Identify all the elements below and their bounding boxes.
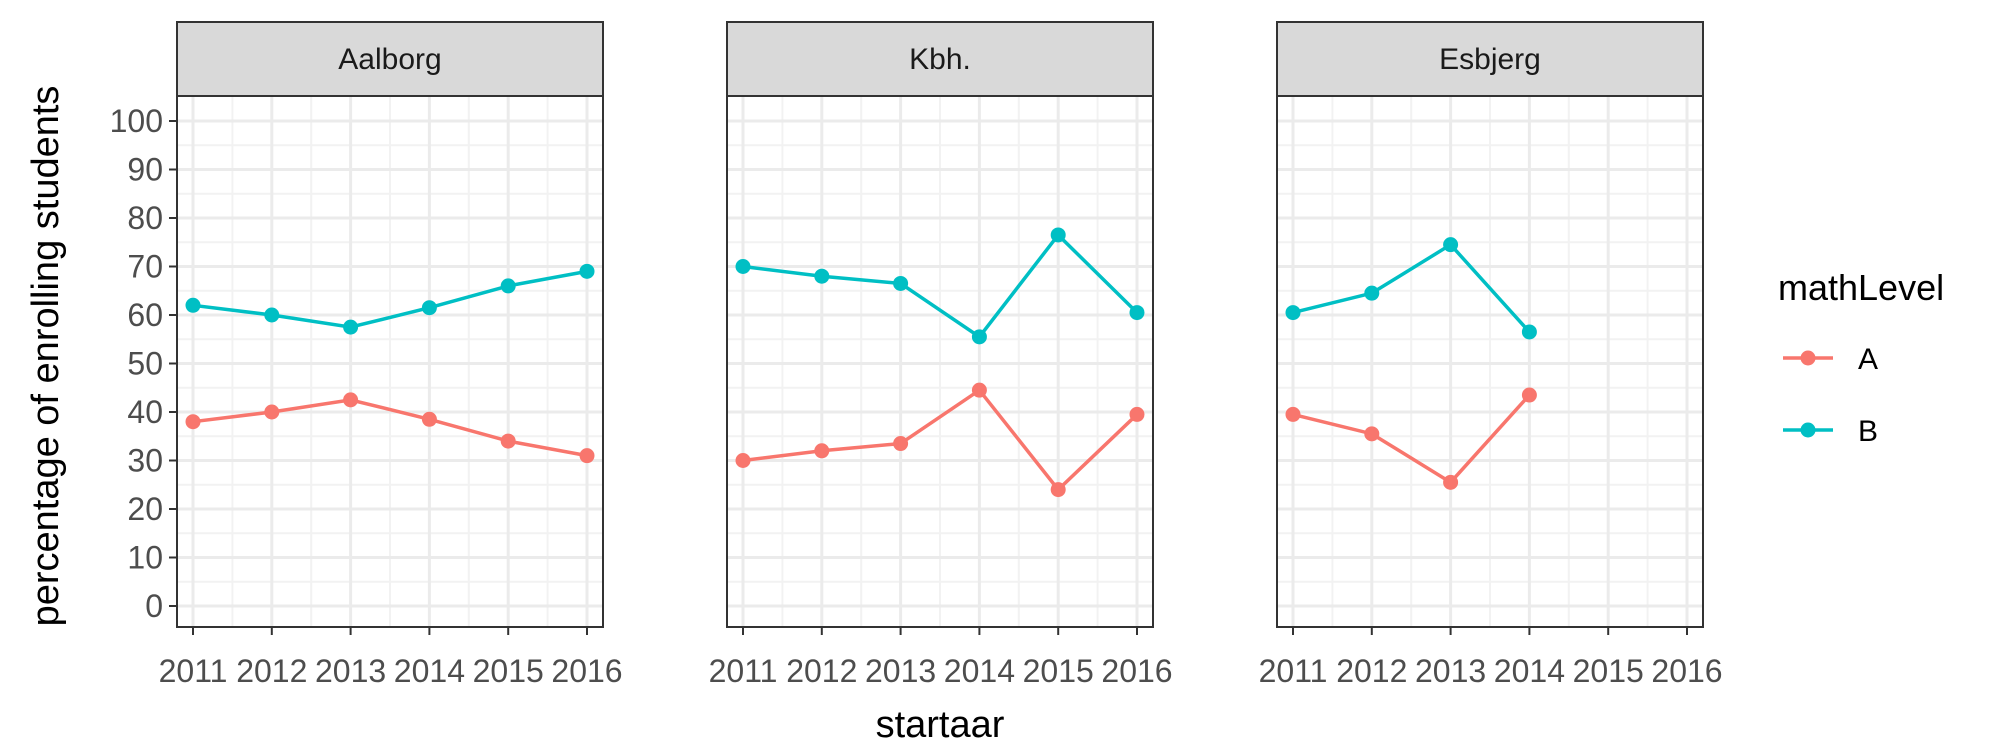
y-tick-label: 20 bbox=[127, 491, 163, 527]
x-tick-label: 2014 bbox=[944, 653, 1015, 689]
facet-strip bbox=[1276, 21, 1704, 97]
data-point-a bbox=[814, 443, 830, 459]
data-point-a bbox=[343, 392, 359, 408]
x-tick-label: 2016 bbox=[1651, 653, 1722, 689]
legend-label-a: A bbox=[1858, 343, 1878, 376]
data-point-b bbox=[343, 319, 359, 335]
panel-aalborg: Aalborg 2011 2012 2013 2014 2015 2016 bbox=[159, 21, 623, 689]
x-tick-label: 2015 bbox=[1573, 653, 1644, 689]
series-line-a bbox=[192, 398, 588, 458]
data-point-a bbox=[421, 411, 437, 427]
y-tick-label: 0 bbox=[145, 588, 163, 624]
data-point-a bbox=[579, 448, 595, 464]
data-point-b bbox=[1129, 305, 1145, 321]
y-tick-label: 70 bbox=[127, 249, 163, 285]
data-point-b bbox=[1285, 305, 1301, 321]
x-tick-label: 2012 bbox=[786, 653, 857, 689]
data-point-b bbox=[1521, 324, 1537, 340]
y-tick-label: 30 bbox=[127, 443, 163, 479]
facet-strip-label: Kbh. bbox=[909, 43, 971, 76]
panel-esbjerg: Esbjerg 2011 2012 2013 2014 2015 2016 bbox=[1259, 21, 1723, 689]
y-tick-label: 50 bbox=[127, 346, 163, 382]
series-line-b bbox=[742, 232, 1139, 340]
y-tick-label: 10 bbox=[127, 540, 163, 576]
series-line-a bbox=[742, 387, 1139, 493]
y-tick-label: 40 bbox=[127, 394, 163, 430]
legend-key-point-a bbox=[1800, 350, 1816, 366]
data-point-b bbox=[579, 263, 595, 279]
x-tick-label: 2016 bbox=[551, 653, 622, 689]
x-tick-label: 2012 bbox=[1336, 653, 1407, 689]
legend-key-point-b bbox=[1800, 422, 1816, 438]
legend: mathLevel A B bbox=[1778, 267, 1944, 448]
data-point-a bbox=[1364, 426, 1380, 442]
data-point-b bbox=[185, 297, 201, 313]
data-point-a bbox=[500, 433, 516, 449]
y-tick-label: 80 bbox=[127, 200, 163, 236]
facet-strip bbox=[726, 21, 1154, 97]
facet-strip-label: Esbjerg bbox=[1439, 43, 1541, 76]
data-point-a bbox=[1521, 387, 1537, 403]
x-tick-label: 2011 bbox=[709, 653, 778, 689]
data-point-b bbox=[971, 329, 987, 345]
data-point-b bbox=[814, 268, 830, 284]
x-tick-label: 2015 bbox=[1023, 653, 1094, 689]
series-line-b bbox=[192, 269, 588, 329]
data-point-a bbox=[893, 436, 909, 452]
x-tick-label: 2013 bbox=[865, 653, 936, 689]
x-tick-label: 2015 bbox=[473, 653, 544, 689]
data-point-b bbox=[1364, 285, 1380, 301]
data-point-a bbox=[1129, 406, 1145, 422]
x-tick-label: 2013 bbox=[315, 653, 386, 689]
data-point-b bbox=[893, 275, 909, 291]
panel-border bbox=[726, 95, 1154, 628]
x-axis-title: startaar bbox=[876, 704, 1005, 746]
data-point-a bbox=[1285, 406, 1301, 422]
y-tick-label: 100 bbox=[110, 103, 163, 139]
facet-strip-label: Aalborg bbox=[338, 43, 441, 76]
data-point-a bbox=[735, 453, 751, 468]
facet-strip bbox=[176, 21, 604, 97]
data-point-a bbox=[1050, 482, 1066, 498]
x-tick-label: 2011 bbox=[1259, 653, 1328, 689]
series-line-a bbox=[1292, 393, 1531, 485]
legend-title: mathLevel bbox=[1778, 267, 1944, 308]
data-point-b bbox=[1050, 227, 1066, 243]
data-point-a bbox=[185, 414, 201, 430]
data-point-b bbox=[1443, 237, 1459, 253]
series-line-b bbox=[1292, 242, 1531, 334]
data-point-a bbox=[1443, 474, 1459, 490]
data-point-b bbox=[421, 300, 437, 316]
x-tick-label: 2012 bbox=[236, 653, 307, 689]
data-point-b bbox=[735, 259, 751, 274]
y-tick-label: 60 bbox=[127, 297, 163, 333]
panel-kbh: Kbh. 2011 2012 2013 2014 2015 2016 bbox=[709, 21, 1173, 689]
y-tick-label: 90 bbox=[127, 152, 163, 188]
data-point-b bbox=[500, 278, 516, 294]
y-axis: 0 10 20 30 40 50 60 70 80 90 100 bbox=[110, 103, 177, 624]
x-tick-label: 2016 bbox=[1101, 653, 1172, 689]
data-point-b bbox=[264, 307, 280, 323]
data-point-a bbox=[971, 382, 987, 398]
x-tick-label: 2014 bbox=[1494, 653, 1565, 689]
panel-border bbox=[176, 95, 604, 628]
x-tick-label: 2013 bbox=[1415, 653, 1486, 689]
panel-border bbox=[1276, 95, 1704, 628]
x-tick-label: 2014 bbox=[394, 653, 465, 689]
y-axis-title: percentage of enrolling students bbox=[25, 86, 67, 627]
data-point-a bbox=[264, 404, 280, 420]
x-tick-label: 2011 bbox=[159, 653, 228, 689]
legend-label-b: B bbox=[1858, 415, 1878, 448]
